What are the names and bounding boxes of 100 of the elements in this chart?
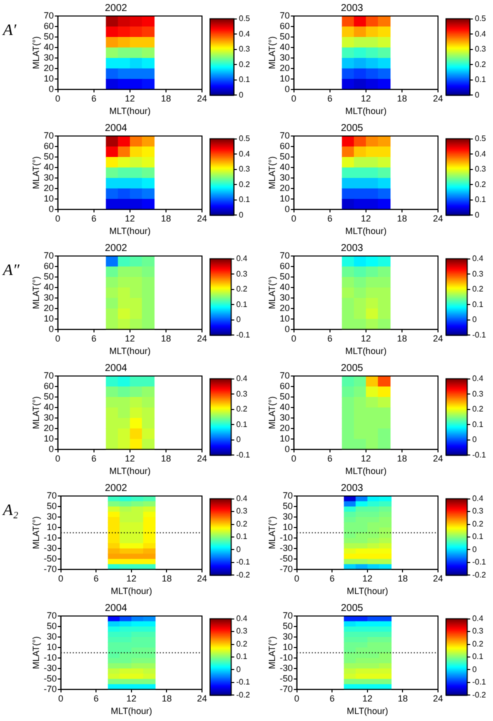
color-bar-label: 0.1 — [472, 300, 484, 309]
color-bar-label: 0.1 — [472, 532, 484, 542]
y-tick-label: 40 — [280, 282, 290, 292]
x-tick-label: 18 — [160, 213, 171, 224]
y-tick-label: 70 — [280, 10, 290, 20]
x-tick-label: 6 — [91, 453, 96, 464]
y-axis-title: MLAT(°) — [266, 36, 277, 70]
x-tick-label: 18 — [160, 93, 171, 104]
x-tick-label: 24 — [432, 453, 443, 464]
x-axis-title: MLT(hour) — [110, 586, 152, 596]
color-bar-label: 0.5 — [238, 14, 251, 24]
y-axis-title: MLAT(°) — [266, 396, 277, 430]
y-tick-label: -10 — [280, 532, 293, 542]
y-tick-label: 40 — [44, 42, 54, 52]
y-tick-label: -10 — [280, 652, 293, 662]
y-tick-label: -70 — [280, 684, 293, 694]
y-tick-label: 30 — [44, 172, 54, 182]
x-tick-label: 12 — [360, 453, 371, 464]
y-tick-label: 70 — [44, 370, 54, 380]
x-tick-label: 6 — [327, 453, 332, 464]
color-bar-label: -0.2 — [236, 690, 251, 700]
y-tick-label: -30 — [44, 542, 57, 553]
color-bar-label: 0 — [472, 544, 478, 554]
y-axis-title: MLAT(°) — [266, 276, 277, 310]
x-tick-label: 6 — [91, 333, 96, 344]
x-tick-label: 12 — [360, 93, 371, 104]
color-bar-label: 0.1 — [236, 652, 248, 662]
x-tick-label: 0 — [58, 693, 64, 704]
y-tick-label: 20 — [280, 302, 290, 313]
color-bar-label: 0.4 — [236, 254, 248, 264]
color-bar-label: 0.3 — [474, 44, 487, 54]
y-tick-label: 30 — [280, 412, 290, 422]
color-bar-label: 0.4 — [236, 494, 248, 504]
x-tick-label: 24 — [432, 213, 443, 224]
color-bar-label: -0.1 — [236, 330, 251, 340]
y-tick-label: 10 — [280, 433, 290, 444]
y-tick-label: 70 — [46, 610, 57, 620]
x-tick-label: 24 — [196, 693, 207, 704]
x-axis-title: MLT(hour) — [110, 706, 152, 716]
color-bar-label: -0.1 — [472, 678, 487, 687]
y-axis-title: MLAT(°) — [30, 36, 41, 70]
y-tick-label: 0 — [284, 324, 290, 334]
y-tick-label: 50 — [282, 620, 293, 631]
y-axis-title: MLAT(°) — [30, 156, 41, 190]
y-tick-label: 50 — [44, 151, 54, 162]
color-bar-label: 0 — [236, 435, 242, 444]
y-tick-label: 50 — [44, 391, 54, 402]
y-tick-label: 30 — [46, 631, 57, 642]
color-bar-label: -0.1 — [472, 450, 487, 460]
color-bar-label: -0.1 — [236, 558, 251, 567]
color-bar-label: 0.2 — [472, 519, 484, 528]
x-tick-label: 18 — [396, 333, 407, 344]
color-bar-label: 0.4 — [238, 29, 251, 38]
color-bar-label: 0.1 — [236, 532, 248, 542]
y-tick-label: 50 — [44, 31, 54, 42]
y-tick-label: 10 — [282, 642, 293, 652]
color-bar-label: -0.2 — [472, 570, 487, 580]
color-bar-label: 0.3 — [236, 506, 248, 516]
y-tick-label: 10 — [44, 73, 54, 84]
x-tick-label: 12 — [360, 333, 371, 344]
x-tick-label: 18 — [162, 693, 172, 704]
y-axis-title: MLAT(°) — [266, 636, 277, 670]
y-tick-label: 70 — [44, 10, 54, 20]
x-tick-label: 18 — [160, 453, 171, 464]
y-tick-label: 10 — [46, 642, 57, 652]
y-tick-label: -70 — [44, 564, 57, 574]
y-tick-label: 20 — [44, 302, 54, 313]
x-tick-label: 0 — [58, 573, 64, 584]
color-bar-label: 0.1 — [474, 195, 487, 204]
x-tick-label: 6 — [327, 333, 332, 344]
y-tick-label: 40 — [280, 162, 290, 172]
color-bar-label: 0.3 — [474, 164, 487, 174]
x-tick-label: 24 — [432, 693, 443, 704]
x-tick-label: 18 — [398, 693, 408, 704]
y-tick-label: 60 — [44, 380, 54, 391]
x-tick-label: 12 — [362, 693, 372, 704]
x-tick-label: 6 — [330, 693, 335, 704]
x-tick-label: 24 — [196, 213, 207, 224]
y-tick-label: -70 — [44, 684, 57, 694]
x-tick-label: 24 — [196, 93, 207, 104]
color-bar-label: 0.5 — [474, 14, 487, 24]
color-bar-label: 0.2 — [238, 60, 251, 69]
x-tick-label: 18 — [398, 573, 408, 584]
x-tick-label: 24 — [196, 333, 207, 344]
y-tick-label: 70 — [282, 610, 293, 620]
color-bar-label: 0.4 — [472, 254, 484, 264]
color-bar-label: 0.1 — [238, 75, 251, 84]
y-tick-label: 70 — [280, 130, 290, 140]
color-bar-label: 0.5 — [474, 134, 487, 144]
chart-title: 2004 — [104, 362, 128, 374]
y-tick-label: 30 — [44, 412, 54, 422]
x-tick-label: 6 — [330, 573, 335, 584]
y-tick-label: 40 — [44, 282, 54, 292]
y-tick-label: 30 — [282, 631, 293, 642]
y-tick-label: 50 — [46, 500, 57, 511]
x-axis-title: MLT(hour) — [346, 706, 388, 716]
x-axis-title: MLT(hour) — [345, 106, 387, 116]
color-bar-label: 0.2 — [472, 639, 484, 648]
x-tick-label: 0 — [294, 693, 300, 704]
y-tick-label: 30 — [280, 292, 290, 302]
